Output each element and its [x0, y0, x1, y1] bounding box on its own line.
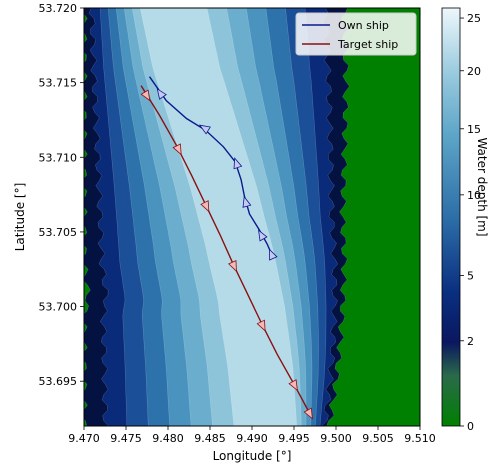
track-0-arrow — [258, 229, 268, 242]
track-1-arrow — [227, 259, 237, 273]
x-tick-label: 9.480 — [152, 432, 184, 445]
y-tick-label: 53.715 — [39, 77, 78, 90]
colorbar-tick-label: 25 — [467, 12, 481, 25]
x-tick-label: 9.495 — [278, 432, 310, 445]
colorbar-label: Water depth [m] — [475, 137, 489, 236]
x-tick-label: 9.500 — [320, 432, 352, 445]
x-tick-label: 9.470 — [68, 432, 100, 445]
legend-label-target-ship: Target ship — [337, 38, 398, 51]
x-axis-label: Longitude [°] — [213, 449, 292, 463]
x-axis: 9.470 9.475 9.480 9.485 9.490 9.495 9.500 9.505… — [68, 426, 436, 445]
colorbar-tick-label: 15 — [467, 123, 481, 136]
colorbar-tick-label: 2 — [467, 335, 474, 348]
x-tick-label: 9.510 — [404, 432, 436, 445]
track-1-arrow — [303, 407, 313, 420]
track-1-arrow — [288, 379, 298, 392]
x-tick-label: 9.485 — [194, 432, 226, 445]
track-1 — [140, 85, 312, 416]
y-tick-label: 53.700 — [39, 301, 78, 314]
colorbar-scale — [441, 7, 461, 427]
track-0-arrow — [156, 88, 167, 100]
track-1-arrow — [172, 143, 182, 156]
y-tick-label: 53.705 — [39, 226, 78, 239]
y-tick-label: 53.720 — [39, 2, 78, 15]
x-tick-label: 9.505 — [362, 432, 394, 445]
track-1-arrow — [140, 89, 151, 102]
ship-tracks — [140, 76, 313, 420]
colorbar-tick-label: 0 — [467, 420, 474, 433]
colorbar-tick-label: 20 — [467, 65, 481, 78]
plot-area — [83, 7, 421, 427]
track-0-arrow — [198, 124, 211, 135]
y-axis-label: Latitude [°] — [13, 183, 27, 252]
y-axis: 53.695 53.700 53.705 53.710 53.715 53.720 — [39, 2, 84, 388]
x-tick-label: 9.490 — [236, 432, 268, 445]
track-0-arrow — [233, 157, 243, 170]
legend: Own ship Target ship — [295, 12, 417, 56]
track-1-arrow — [200, 200, 210, 213]
track-1-arrow — [256, 319, 266, 332]
y-tick-label: 53.695 — [39, 375, 78, 388]
x-tick-label: 9.475 — [110, 432, 142, 445]
colorbar-tick-label: 5 — [467, 270, 474, 283]
track-0-arrow — [242, 195, 252, 208]
legend-label-own-ship: Own ship — [338, 19, 389, 32]
depth-contours — [84, 8, 350, 426]
track-0-arrow — [268, 248, 278, 261]
y-tick-label: 53.710 — [39, 151, 78, 164]
colorbar-tick-label: 10 — [467, 189, 481, 202]
